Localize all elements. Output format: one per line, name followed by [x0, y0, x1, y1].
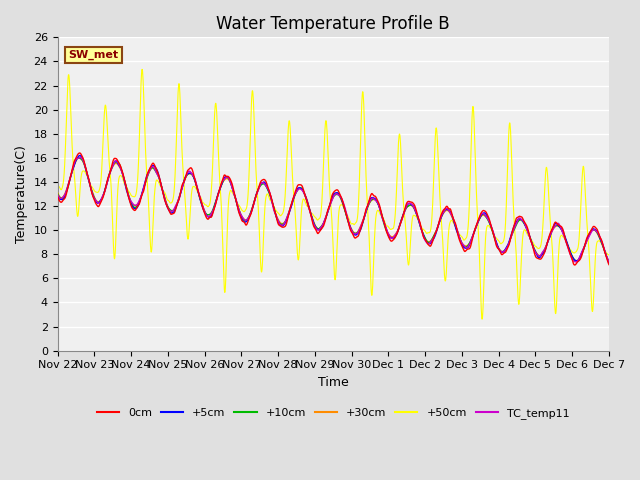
- 0cm: [54, 193, 61, 199]
- TC_temp11: [557, 224, 564, 230]
- +50cm: [478, 316, 486, 322]
- +5cm: [557, 225, 564, 230]
- +30cm: [362, 211, 369, 216]
- Y-axis label: Temperature(C): Temperature(C): [15, 145, 28, 243]
- +10cm: [75, 155, 83, 161]
- +10cm: [572, 258, 580, 264]
- 0cm: [362, 209, 369, 215]
- X-axis label: Time: Time: [318, 376, 349, 389]
- +10cm: [493, 244, 501, 250]
- +30cm: [349, 229, 357, 235]
- +50cm: [138, 66, 146, 72]
- Line: +30cm: +30cm: [58, 157, 609, 262]
- Line: +50cm: +50cm: [58, 69, 609, 319]
- TC_temp11: [605, 259, 612, 264]
- 0cm: [571, 262, 579, 268]
- 0cm: [493, 245, 501, 251]
- +30cm: [572, 258, 580, 264]
- TC_temp11: [76, 155, 84, 160]
- 0cm: [572, 261, 580, 267]
- +5cm: [76, 153, 84, 158]
- +50cm: [208, 184, 216, 190]
- Line: TC_temp11: TC_temp11: [58, 157, 609, 262]
- +5cm: [208, 213, 216, 218]
- TC_temp11: [572, 259, 580, 264]
- 0cm: [208, 214, 216, 220]
- +10cm: [54, 191, 61, 196]
- TC_temp11: [362, 211, 369, 216]
- TC_temp11: [54, 192, 61, 197]
- +30cm: [493, 243, 501, 249]
- +50cm: [362, 150, 369, 156]
- 0cm: [557, 223, 564, 229]
- Line: 0cm: 0cm: [58, 153, 609, 265]
- +50cm: [349, 221, 357, 227]
- +50cm: [572, 249, 580, 255]
- +50cm: [605, 252, 612, 258]
- 0cm: [349, 232, 357, 238]
- +30cm: [208, 211, 216, 216]
- +5cm: [605, 260, 612, 266]
- TC_temp11: [349, 230, 357, 236]
- TC_temp11: [493, 244, 501, 250]
- 0cm: [605, 262, 612, 267]
- Text: SW_met: SW_met: [68, 50, 118, 60]
- Line: +10cm: +10cm: [58, 158, 609, 262]
- Title: Water Temperature Profile B: Water Temperature Profile B: [216, 15, 450, 33]
- +10cm: [557, 225, 564, 231]
- +10cm: [362, 211, 369, 216]
- 0cm: [76, 150, 84, 156]
- +30cm: [605, 259, 612, 265]
- +30cm: [557, 224, 564, 230]
- +5cm: [349, 231, 357, 237]
- Line: +5cm: +5cm: [58, 156, 609, 263]
- +50cm: [54, 182, 61, 188]
- TC_temp11: [208, 210, 216, 216]
- +10cm: [605, 259, 612, 264]
- +5cm: [54, 193, 61, 199]
- +10cm: [349, 230, 357, 236]
- +30cm: [54, 190, 61, 195]
- TC_temp11: [572, 259, 580, 264]
- +50cm: [557, 233, 564, 239]
- Legend: 0cm, +5cm, +10cm, +30cm, +50cm, TC_temp11: 0cm, +5cm, +10cm, +30cm, +50cm, TC_temp1…: [93, 403, 574, 423]
- +5cm: [362, 211, 369, 217]
- +50cm: [494, 237, 502, 243]
- +30cm: [76, 155, 83, 160]
- +10cm: [208, 210, 216, 216]
- +5cm: [572, 258, 580, 264]
- +5cm: [493, 243, 501, 249]
